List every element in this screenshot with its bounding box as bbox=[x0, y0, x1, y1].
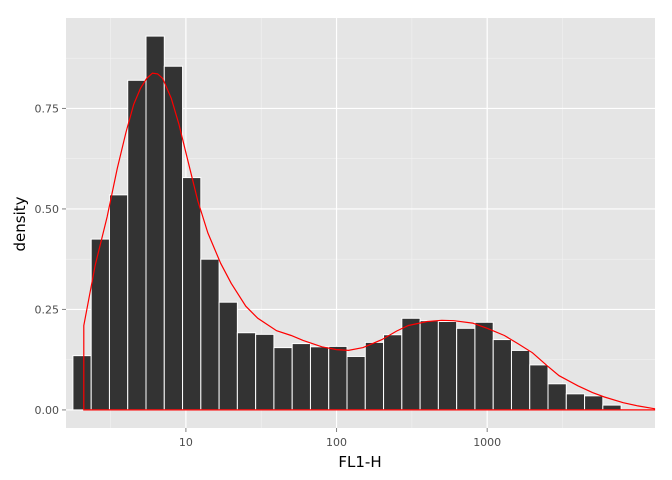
histogram-bar bbox=[145, 35, 165, 411]
histogram-bar bbox=[108, 194, 129, 411]
histogram-bar bbox=[218, 301, 238, 411]
histogram-bar bbox=[401, 317, 421, 411]
histogram-bar bbox=[602, 404, 622, 411]
histogram-bar bbox=[492, 339, 512, 411]
y-axis-ticks: 0.00 0.25 0.50 0.75 bbox=[35, 102, 66, 417]
y-tick-label: 0.50 bbox=[35, 203, 60, 216]
histogram-bar bbox=[200, 258, 220, 411]
histogram-bar bbox=[456, 327, 476, 411]
histogram-bar bbox=[163, 65, 184, 411]
histogram-bars bbox=[72, 35, 622, 411]
histogram-bar bbox=[328, 345, 348, 411]
histogram-bar bbox=[236, 332, 257, 411]
histogram-bar bbox=[584, 395, 604, 411]
x-tick-label: 10 bbox=[179, 436, 193, 449]
x-tick-label: 100 bbox=[326, 436, 347, 449]
y-tick-label: 0.75 bbox=[35, 102, 60, 115]
histogram-bar bbox=[273, 347, 293, 411]
histogram-bar bbox=[255, 333, 275, 411]
histogram-bar bbox=[565, 393, 586, 411]
y-axis-title: density bbox=[11, 196, 29, 251]
histogram-bar bbox=[383, 334, 403, 411]
histogram-bar bbox=[510, 349, 531, 411]
histogram-bar bbox=[309, 346, 330, 411]
x-axis-title: FL1-H bbox=[338, 453, 381, 471]
histogram-bar bbox=[346, 355, 366, 411]
y-tick-label: 0.00 bbox=[35, 404, 60, 417]
histogram-bar bbox=[474, 321, 494, 411]
histogram-bar bbox=[437, 320, 458, 411]
histogram-bar bbox=[419, 320, 439, 411]
x-axis-ticks: 10 100 1000 bbox=[179, 428, 501, 449]
histogram-bar bbox=[291, 343, 311, 411]
histogram-bar bbox=[182, 177, 202, 411]
histogram-bar bbox=[529, 364, 549, 411]
histogram-bar bbox=[364, 341, 385, 411]
histogram-bar bbox=[127, 79, 147, 411]
histogram-bar bbox=[90, 238, 110, 411]
density-curve bbox=[83, 72, 656, 411]
y-tick-label: 0.25 bbox=[35, 303, 60, 316]
histogram-bar bbox=[72, 355, 92, 411]
x-tick-label: 1000 bbox=[473, 436, 501, 449]
histogram-bar bbox=[547, 383, 567, 411]
